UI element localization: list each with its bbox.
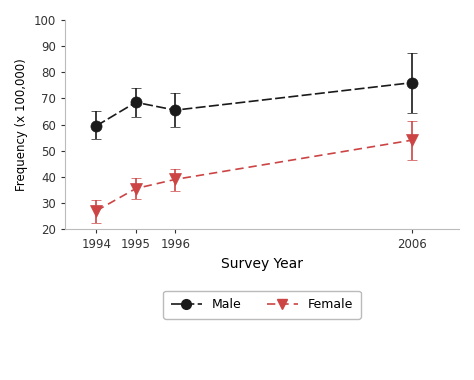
X-axis label: Survey Year: Survey Year	[221, 256, 303, 271]
Legend: Male, Female: Male, Female	[163, 291, 361, 319]
Y-axis label: Frequency (x 100,000): Frequency (x 100,000)	[15, 58, 28, 191]
